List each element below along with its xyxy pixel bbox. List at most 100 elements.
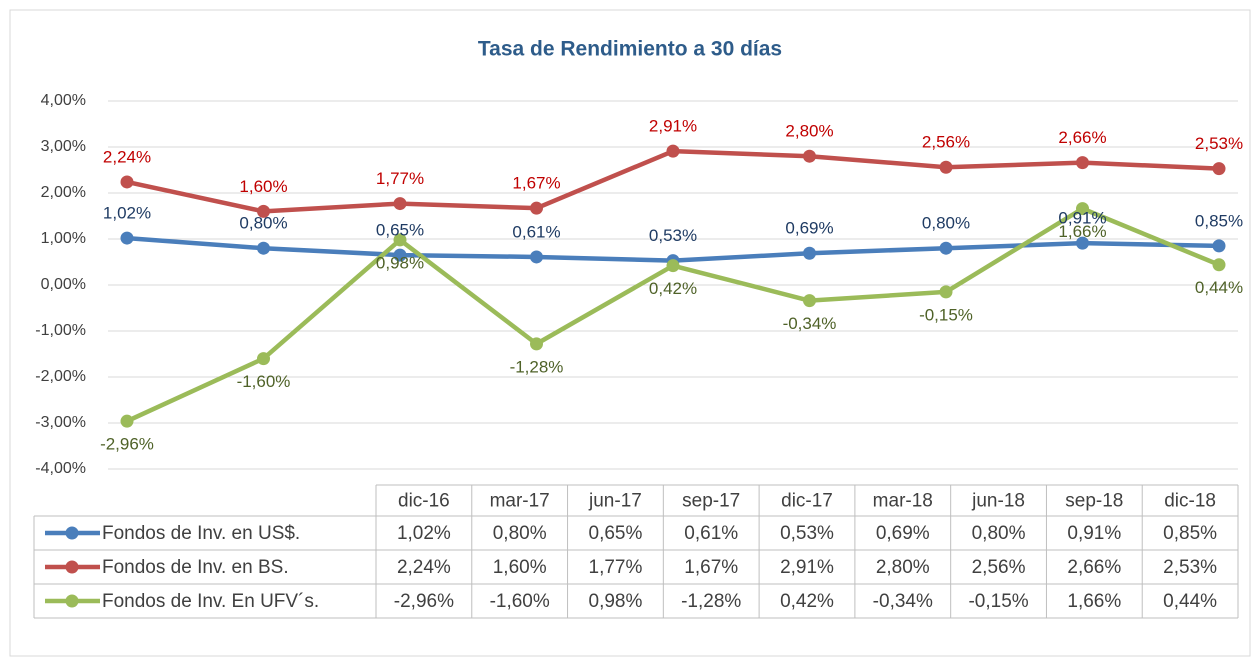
chart-frame xyxy=(9,9,1251,657)
data-label: 1,67% xyxy=(512,174,560,193)
point xyxy=(803,294,816,308)
point xyxy=(257,352,270,366)
data-label: 2,80% xyxy=(785,122,833,141)
point xyxy=(393,197,407,211)
data-label: -1,60% xyxy=(237,372,291,391)
legend-marker xyxy=(65,560,79,574)
data-label: 1,02% xyxy=(103,204,151,223)
data-label: -0,34% xyxy=(783,314,837,333)
data-label: 0,85% xyxy=(1195,211,1243,230)
table-cell: 2,91% xyxy=(780,557,834,578)
data-label: 0,61% xyxy=(512,222,560,241)
table-cell: -1,60% xyxy=(490,591,550,612)
data-label: 1,60% xyxy=(239,177,287,196)
table-cell: 1,77% xyxy=(589,557,643,578)
table-cell: 2,53% xyxy=(1163,557,1217,578)
table-cell: 0,42% xyxy=(780,591,834,612)
point xyxy=(939,241,953,255)
data-label: -1,28% xyxy=(510,357,564,376)
point xyxy=(1212,162,1226,176)
table-cell: 0,85% xyxy=(1163,523,1217,544)
chart-title: Tasa de Rendimiento a 30 días xyxy=(478,38,782,61)
point xyxy=(939,285,953,299)
point xyxy=(393,233,407,247)
table-cell: -0,15% xyxy=(968,591,1028,612)
data-label: -2,96% xyxy=(100,435,154,454)
data-label: 1,77% xyxy=(376,169,424,188)
data-label: 0,44% xyxy=(1195,278,1243,297)
data-label: 2,53% xyxy=(1195,134,1243,153)
point xyxy=(666,259,680,273)
table-cell: -1,28% xyxy=(681,591,741,612)
y-tick-label: 3,00% xyxy=(41,138,86,155)
x-tick-label: sep-18 xyxy=(1065,491,1123,512)
data-label: 0,65% xyxy=(376,221,424,240)
y-tick-label: -3,00% xyxy=(35,414,86,431)
x-tick-label: dic-17 xyxy=(781,491,833,512)
table-cell: 0,98% xyxy=(589,591,643,612)
x-tick-label: jun-17 xyxy=(588,491,642,512)
table-cell: 0,65% xyxy=(589,523,643,544)
point xyxy=(530,337,543,351)
point xyxy=(803,149,816,163)
point xyxy=(530,201,543,215)
x-tick-label: dic-16 xyxy=(398,491,450,512)
table-cell: 0,80% xyxy=(493,523,547,544)
table-cell: 0,53% xyxy=(780,523,834,544)
table-cell: 2,80% xyxy=(876,557,930,578)
point xyxy=(530,250,543,264)
point xyxy=(939,160,953,174)
y-tick-label: 0,00% xyxy=(41,276,86,293)
point xyxy=(1076,202,1089,216)
point xyxy=(257,204,270,218)
table-cell: 2,66% xyxy=(1067,557,1121,578)
y-tick-label: -4,00% xyxy=(35,460,86,477)
point xyxy=(1076,156,1089,170)
legend-label: Fondos de Inv. En UFV´s. xyxy=(102,591,319,612)
data-label: 0,42% xyxy=(649,279,697,298)
table-cell: 2,56% xyxy=(972,557,1026,578)
table-cell: -2,96% xyxy=(394,591,454,612)
table-cell: 0,69% xyxy=(876,523,930,544)
point xyxy=(666,144,680,158)
point xyxy=(393,248,407,262)
y-tick-label: 1,00% xyxy=(41,230,86,247)
legend-marker xyxy=(65,594,79,608)
x-tick-label: mar-17 xyxy=(490,491,550,512)
data-label: 2,66% xyxy=(1058,128,1106,147)
point xyxy=(803,246,816,260)
x-tick-label: dic-18 xyxy=(1164,491,1216,512)
table-cell: 0,44% xyxy=(1163,591,1217,612)
x-tick-label: jun-18 xyxy=(971,491,1025,512)
data-label: 0,69% xyxy=(785,219,833,238)
legend-marker xyxy=(65,526,79,540)
table-cell: 0,91% xyxy=(1067,523,1121,544)
y-tick-label: -1,00% xyxy=(35,322,86,339)
table-cell: 1,67% xyxy=(684,557,738,578)
legend-label: Fondos de Inv. en US$. xyxy=(102,523,300,544)
point xyxy=(1212,258,1226,272)
table-cell: 1,66% xyxy=(1067,591,1121,612)
point xyxy=(120,175,134,189)
point xyxy=(120,231,134,245)
data-label: 2,24% xyxy=(103,147,151,166)
table-cell: 0,61% xyxy=(684,523,738,544)
table-cell: -0,34% xyxy=(873,591,933,612)
data-label: -0,15% xyxy=(919,305,973,324)
data-label: 2,91% xyxy=(649,117,697,136)
point xyxy=(1076,236,1089,250)
table-cell: 2,24% xyxy=(397,557,451,578)
legend-label: Fondos de Inv. en BS. xyxy=(102,557,289,578)
data-label: 0,53% xyxy=(649,226,697,245)
y-tick-label: 4,00% xyxy=(41,92,86,109)
table-cell: 0,80% xyxy=(972,523,1026,544)
x-tick-label: sep-17 xyxy=(682,491,740,512)
point xyxy=(257,241,270,255)
y-tick-label: -2,00% xyxy=(35,368,86,385)
data-label: 0,80% xyxy=(922,214,970,233)
y-tick-label: 2,00% xyxy=(41,184,86,201)
data-label: 2,56% xyxy=(922,133,970,152)
point xyxy=(120,414,134,428)
point xyxy=(1212,239,1226,253)
